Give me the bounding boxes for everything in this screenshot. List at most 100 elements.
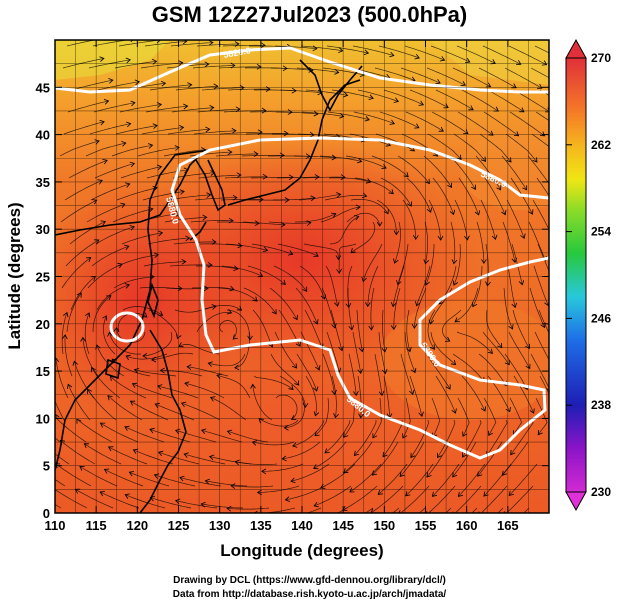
streamline (227, 507, 270, 510)
streamline (509, 397, 522, 436)
streamline-arrowhead (283, 424, 289, 431)
streamline-arrowhead (295, 341, 301, 347)
streamline-arrowhead (399, 471, 405, 477)
streamline-arrowhead (281, 516, 285, 521)
streamline-arrowhead (232, 334, 238, 340)
streamline (273, 197, 315, 201)
streamline (194, 197, 237, 201)
streamline (452, 441, 477, 478)
streamline (362, 243, 383, 282)
streamline-arrowhead (559, 157, 564, 162)
streamline (480, 485, 508, 513)
streamline-arrowhead (159, 367, 165, 374)
streamline (392, 265, 405, 307)
streamline (410, 419, 429, 458)
streamline-arrowhead (555, 409, 560, 414)
streamline-arrowhead (133, 368, 140, 374)
streamline (356, 309, 363, 352)
streamline (534, 331, 549, 361)
streamline (89, 123, 131, 135)
streamline (343, 441, 373, 474)
streamline (377, 463, 408, 495)
streamline (108, 446, 148, 465)
streamline-arrowhead (55, 357, 60, 362)
streamline (533, 265, 549, 306)
streamline (82, 337, 99, 377)
streamline (276, 111, 318, 115)
streamline (320, 463, 356, 489)
hainan-coast (105, 358, 121, 380)
streamline (55, 400, 65, 421)
streamline-arrowhead (439, 56, 446, 62)
streamline-arrowhead (431, 491, 438, 497)
streamline (483, 463, 512, 497)
streamline-arrowhead (491, 234, 498, 241)
y-tick-label: 20 (36, 317, 50, 332)
streamline-arrowhead (129, 161, 136, 168)
streamline (199, 243, 242, 247)
streamline (150, 497, 192, 509)
streamline (66, 292, 82, 333)
streamline-arrowhead (331, 389, 337, 396)
streamline (326, 45, 369, 54)
y-tick-label: 5 (43, 459, 50, 474)
streamline (409, 375, 423, 417)
streamline (55, 463, 92, 487)
streamline (104, 469, 144, 487)
streamline-arrowhead (371, 470, 378, 476)
colorbar-upper-arrow (565, 38, 587, 59)
streamline (342, 485, 378, 511)
streamline-arrowhead (26, 485, 31, 490)
streamline-arrowhead (556, 209, 560, 214)
streamline-arrowhead (76, 418, 82, 424)
y-tick-label: 35 (36, 175, 50, 190)
streamline-arrowhead (154, 402, 160, 409)
streamline (90, 183, 130, 201)
streamline (119, 104, 162, 113)
streamline-arrowhead (314, 431, 320, 437)
streamline-arrowhead (308, 67, 314, 73)
streamline (100, 491, 140, 509)
streamline-arrowhead (67, 383, 73, 389)
streamline-arrowhead (124, 283, 131, 289)
streamline-arrowhead (208, 454, 215, 461)
streamline-arrowhead (339, 113, 345, 119)
streamline-arrowhead (511, 83, 517, 89)
streamline-arrowhead (79, 465, 85, 471)
streamline (405, 111, 444, 132)
streamline-arrowhead (100, 220, 106, 226)
streamline-arrowhead (334, 69, 340, 75)
streamline-arrowhead (254, 220, 260, 227)
streamline (380, 177, 412, 207)
streamline (107, 395, 143, 421)
streamline-arrowhead (271, 309, 277, 315)
streamline (352, 331, 362, 374)
streamline-arrowhead (233, 265, 239, 271)
streamline (274, 45, 317, 50)
colorbar-gradient (565, 57, 587, 493)
streamline-arrowhead (260, 42, 266, 49)
streamline (132, 383, 173, 399)
streamline (61, 257, 91, 289)
streamline (477, 441, 503, 477)
streamline-arrowhead (477, 471, 483, 477)
streamline-arrowhead (405, 491, 411, 497)
streamline (350, 221, 376, 253)
streamline (201, 87, 244, 91)
streamline (130, 400, 169, 421)
streamline (70, 276, 96, 311)
streamline (60, 440, 96, 465)
streamline (513, 375, 535, 414)
streamline (60, 199, 97, 223)
streamline-arrowhead (518, 280, 525, 286)
streamline (142, 191, 185, 201)
streamline-arrowhead (525, 343, 530, 350)
streamline-arrowhead (390, 302, 397, 308)
streamline-arrowhead (205, 126, 211, 133)
streamline-arrowhead (107, 395, 113, 401)
streamline-arrowhead (426, 207, 433, 213)
streamline (354, 419, 377, 456)
streamline (322, 353, 335, 395)
streamline (372, 441, 399, 476)
streamline-arrowhead (481, 259, 487, 265)
